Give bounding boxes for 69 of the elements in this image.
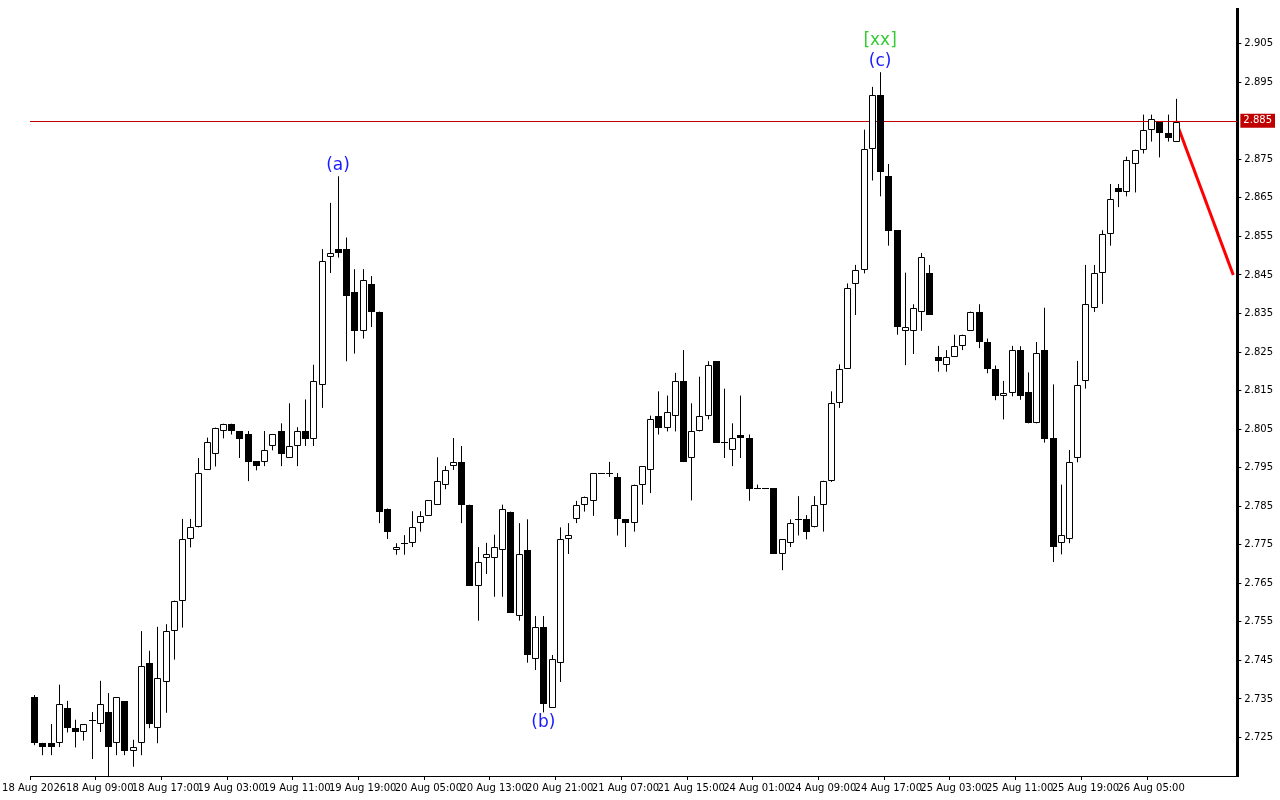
y-tick-label: 2.865 — [1244, 191, 1274, 203]
annotation: (b) — [531, 711, 556, 732]
y-tick-label: 2.845 — [1244, 268, 1274, 280]
y-tick-label: 2.725 — [1244, 731, 1274, 743]
x-tick-label: 20 Aug 05:00 — [394, 781, 463, 793]
y-tick-label: 2.755 — [1244, 615, 1274, 627]
candlestick — [286, 402, 293, 459]
candlestick — [327, 202, 334, 274]
y-tick-label: 2.805 — [1244, 422, 1274, 434]
candlestick — [475, 546, 482, 622]
candlestick — [48, 723, 55, 756]
candlestick — [565, 522, 572, 555]
y-tick-label: 2.855 — [1244, 230, 1274, 241]
candlestick — [187, 518, 194, 548]
x-tick-label: 25 Aug 19:00 — [1051, 781, 1120, 793]
y-tick-label: 2.735 — [1244, 692, 1274, 704]
candlestick — [967, 311, 974, 332]
candlestick — [130, 739, 137, 768]
annotation: (a) — [326, 154, 350, 175]
candlestick — [622, 518, 629, 548]
y-tick-label: 2.765 — [1244, 576, 1274, 588]
candlestick — [737, 395, 744, 459]
candlestick — [450, 437, 457, 471]
candlestick — [1140, 114, 1147, 155]
y-tick-label: 2.775 — [1244, 538, 1274, 550]
y-tick-label: 2.785 — [1244, 499, 1274, 511]
candlestick — [1148, 114, 1155, 143]
x-tick-label: 21 Aug 15:00 — [657, 781, 725, 793]
annotation: (c) — [868, 50, 892, 71]
y-tick-label: 2.835 — [1244, 307, 1274, 319]
candlestick — [1173, 98, 1180, 143]
x-tick-label: 21 Aug 07:00 — [591, 781, 660, 793]
candlestick — [335, 175, 342, 259]
y-tick-label: 2.795 — [1244, 461, 1274, 473]
y-tick-label: 2.895 — [1244, 75, 1274, 87]
candlestick — [943, 349, 950, 373]
x-tick-label: 18 Aug 09:00 — [66, 781, 134, 793]
x-tick-label: 20 Aug 13:00 — [460, 781, 528, 793]
x-tick-label: 24 Aug 01:00 — [723, 781, 791, 793]
candlestick — [573, 500, 580, 524]
ref-line-label: 2.885 — [1243, 114, 1273, 126]
candlestick — [261, 430, 268, 467]
y-tick-label: 2.905 — [1244, 37, 1274, 49]
candlestick — [1000, 380, 1007, 420]
y-tick-label: 2.825 — [1244, 345, 1274, 357]
candlestick — [794, 495, 803, 536]
candlestick — [1132, 149, 1139, 193]
candlestick — [811, 495, 818, 528]
candlestick — [409, 510, 416, 548]
x-tick-label: 20 Aug 21:00 — [526, 781, 594, 793]
candlestick — [820, 480, 827, 533]
x-tick-label: 24 Aug 17:00 — [854, 781, 923, 793]
x-tick-label: 25 Aug 03:00 — [920, 781, 988, 793]
candlestick — [417, 510, 424, 533]
candlestick — [294, 426, 301, 467]
x-tick-label: 18 Aug 2026 — [2, 781, 67, 793]
y-tick-label: 2.815 — [1244, 384, 1274, 396]
y-tick-label: 2.745 — [1244, 653, 1274, 665]
candlestick — [852, 264, 859, 316]
x-tick-label: 24 Aug 09:00 — [788, 781, 857, 793]
candlestick — [951, 334, 958, 358]
x-tick-label: 26 Aug 05:00 — [1117, 781, 1185, 793]
y-tick-label: 2.875 — [1244, 152, 1274, 164]
candlestick — [400, 534, 409, 556]
x-tick-label: 25 Aug 11:00 — [986, 781, 1054, 793]
candlestick — [696, 376, 703, 432]
x-tick-label: 19 Aug 03:00 — [197, 781, 265, 793]
annotation: [xx] — [863, 29, 897, 50]
x-tick-label: 19 Aug 11:00 — [263, 781, 331, 793]
